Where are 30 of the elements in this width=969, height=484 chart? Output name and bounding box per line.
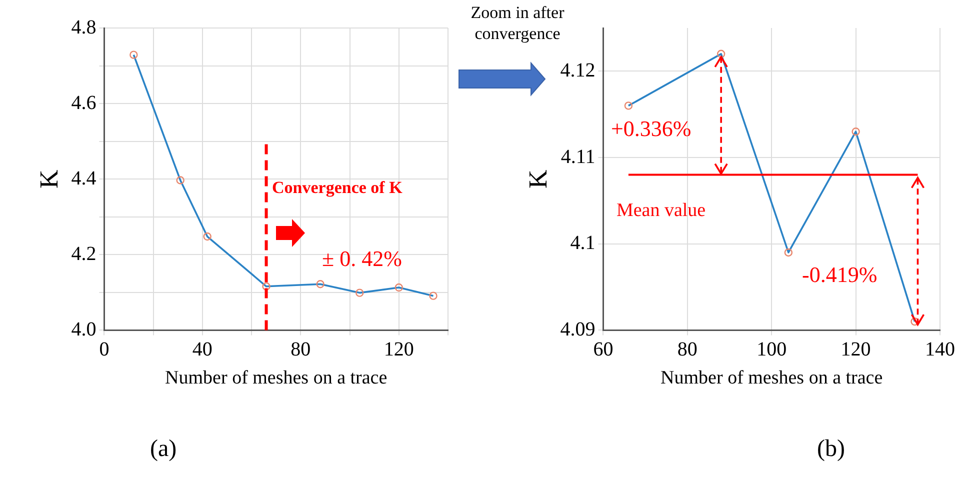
x-tick-label: 140 <box>925 338 955 360</box>
y-axis-title: K <box>34 169 64 188</box>
text: Zoom in after convergence <box>470 2 566 44</box>
y-tick-label: 4.09 <box>560 318 596 340</box>
y-axis-title: K <box>523 169 552 188</box>
x-tick-label: 60 <box>593 338 614 360</box>
x-axis-title: Number of meshes on a trace <box>165 368 388 389</box>
x-tick-label: 100 <box>756 338 787 360</box>
annotation: ± 0. 42% <box>322 246 402 272</box>
x-tick-label: 120 <box>840 338 871 360</box>
x-tick-label: 40 <box>192 338 212 360</box>
y-tick-label: 4.8 <box>71 16 96 38</box>
y-tick-label: 4.11 <box>560 146 596 168</box>
y-tick-label: 4.4 <box>71 167 96 190</box>
annotation: -0.419% <box>802 262 878 288</box>
annotation: +0.336% <box>611 116 692 142</box>
annotation: Convergence of K <box>272 178 402 198</box>
x-tick-label: 0 <box>99 338 110 360</box>
x-tick-label: 80 <box>677 338 698 360</box>
x-axis-title: Number of meshes on a trace <box>660 368 883 389</box>
y-tick-label: 4.0 <box>71 318 96 340</box>
text: (a) <box>150 436 177 463</box>
x-tick-label: 120 <box>384 338 414 360</box>
text: (b) <box>817 436 845 463</box>
y-tick-label: 4.1 <box>570 232 596 254</box>
x-tick-label: 80 <box>290 338 311 360</box>
y-tick-label: 4.6 <box>71 92 96 114</box>
y-tick-label: 4.12 <box>560 59 596 82</box>
y-tick-label: 4.2 <box>71 242 96 265</box>
ref-line-label: Mean value <box>616 200 706 221</box>
